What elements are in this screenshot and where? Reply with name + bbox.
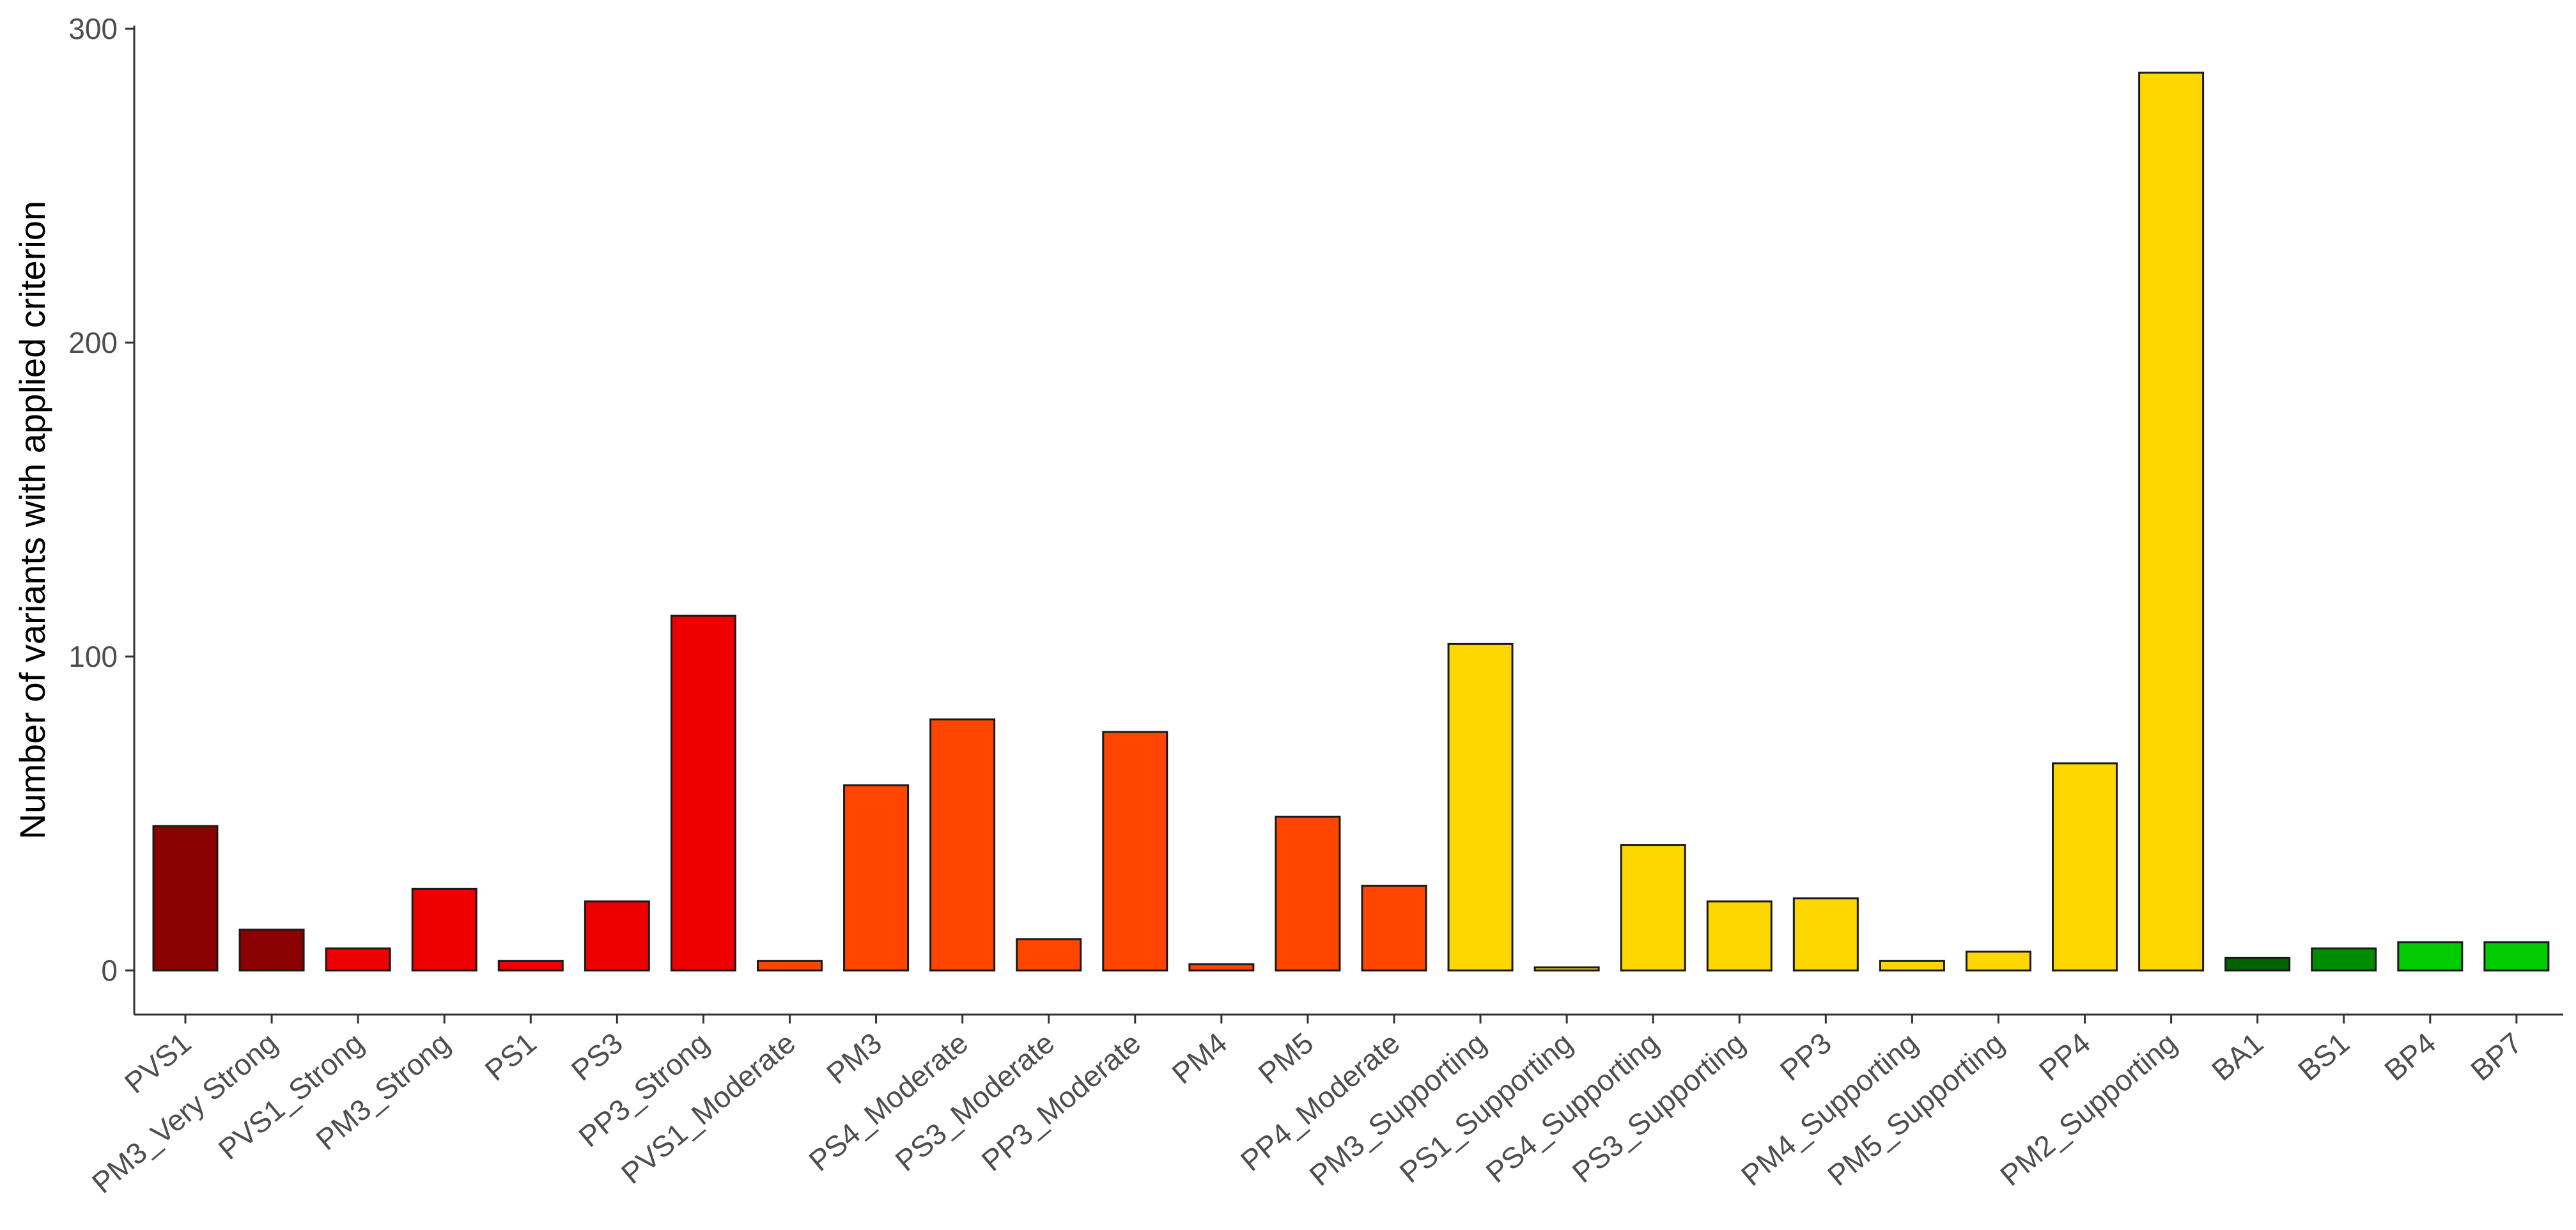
- bar-pp3-moderate: [1102, 731, 1168, 972]
- y-tick-label: 0: [101, 954, 118, 987]
- x-tick-label: PM4: [1165, 1026, 1233, 1091]
- x-tick-label: PP4: [2033, 1026, 2097, 1087]
- bar-ps4-supporting: [1620, 844, 1686, 972]
- bars: [152, 72, 2550, 972]
- x-tick-label: PS1: [479, 1026, 543, 1087]
- bar-pm4: [1188, 963, 1255, 972]
- y-tick-label: 100: [68, 640, 118, 673]
- x-tick-label: PP3_Moderate: [975, 1026, 1147, 1178]
- y-tick-label: 200: [68, 326, 118, 359]
- x-tick-label: PVS1_Strong: [212, 1026, 370, 1166]
- bar-pm5-supporting: [1965, 951, 2031, 972]
- bar-bp7: [2483, 941, 2550, 972]
- bar-pvs1-moderate: [756, 960, 823, 972]
- x-tick-label: PVS1: [118, 1026, 198, 1100]
- x-tick-label: BA1: [2205, 1026, 2269, 1087]
- x-tick-label: PS3: [565, 1026, 629, 1087]
- bar-pm5: [1275, 815, 1341, 972]
- x-tick-label: BP4: [2378, 1026, 2442, 1087]
- y-tick-label: 300: [68, 12, 118, 45]
- bar-bs1: [2311, 947, 2377, 972]
- bar-pp3: [1792, 897, 1859, 972]
- bar-pvs1-strong: [325, 947, 391, 972]
- axes: 0 100 200 300: [68, 12, 2563, 1016]
- bar-pp4: [2052, 762, 2118, 972]
- bar-pm3-supporting: [1447, 642, 1514, 972]
- bar-pp4-moderate: [1361, 884, 1427, 972]
- bar-pvs1: [152, 825, 219, 972]
- x-tick-label: BP7: [2464, 1026, 2528, 1087]
- bar-bp4: [2397, 941, 2463, 972]
- bar-ps3-supporting: [1706, 900, 1773, 972]
- x-tick-label: PM5: [1252, 1026, 1319, 1091]
- bar-pp3-strong: [670, 614, 736, 972]
- bar-ps1-supporting: [1533, 966, 1600, 972]
- bar-ps4-moderate: [929, 718, 996, 972]
- bar-ps3-moderate: [1016, 938, 1082, 972]
- bar-pm4-supporting: [1879, 960, 1945, 972]
- bar-ps1: [497, 960, 564, 972]
- bar-ba1: [2224, 956, 2291, 972]
- bar-pm3: [843, 784, 910, 972]
- x-tick-label: PP3: [1774, 1026, 1838, 1087]
- x-tick-label: BS1: [2292, 1026, 2355, 1087]
- y-axis-label: Number of variants with applied criterio…: [12, 201, 52, 839]
- bar-pm2-supporting: [2138, 72, 2205, 972]
- bar-pm3-strong: [411, 887, 477, 972]
- bar-pm3-very-strong: [238, 928, 305, 972]
- x-tick-label: PM3: [820, 1026, 888, 1091]
- bar-ps3: [584, 900, 650, 972]
